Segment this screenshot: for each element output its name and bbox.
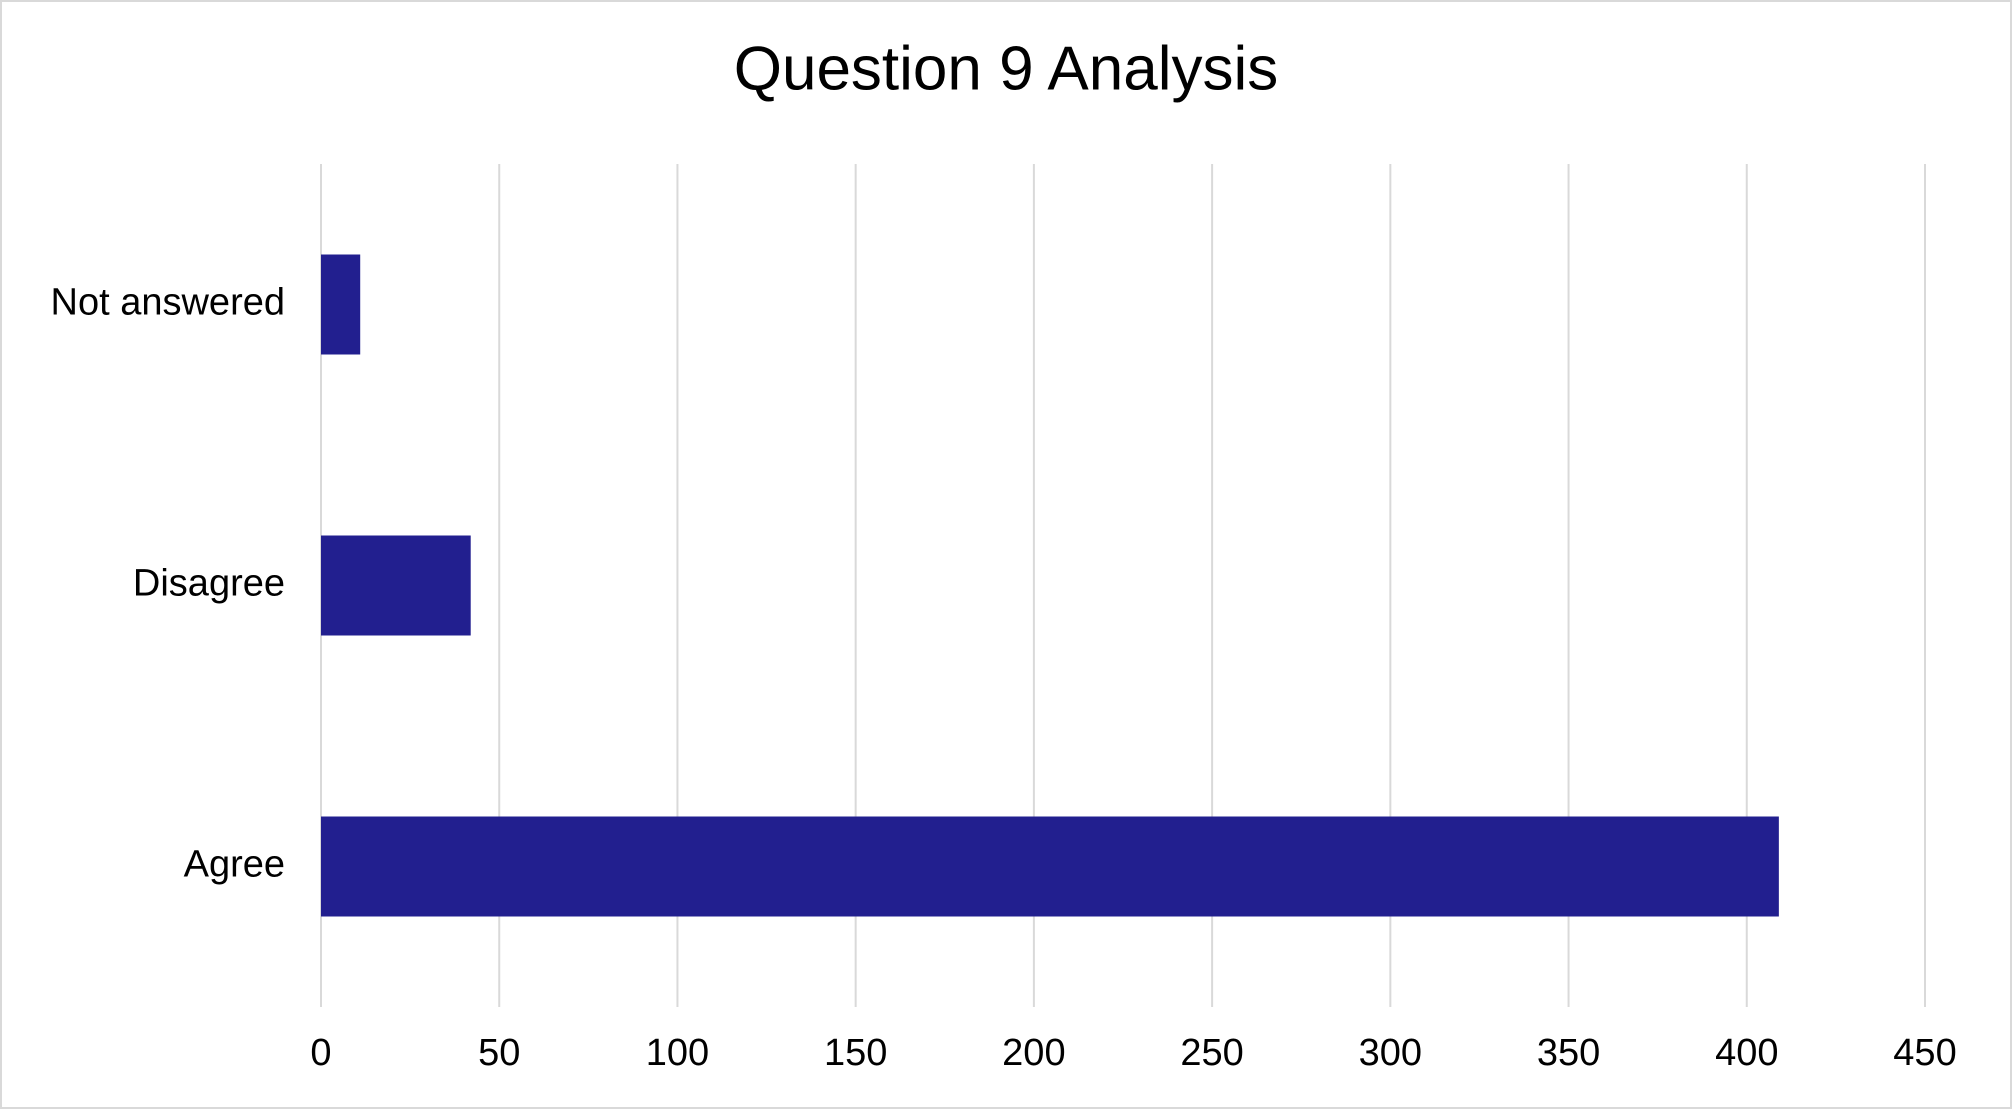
- y-tick-label: Disagree: [133, 563, 285, 605]
- bar: [321, 254, 361, 355]
- chart-title: Question 9 Analysis: [734, 34, 1279, 103]
- x-tick-label: 200: [1002, 1032, 1065, 1074]
- y-tick-label: Agree: [184, 844, 285, 886]
- y-tick-label: Not answered: [51, 282, 285, 324]
- x-tick-label: 250: [1180, 1032, 1243, 1074]
- x-tick-label: 150: [824, 1032, 887, 1074]
- x-tick-label: 300: [1359, 1032, 1422, 1074]
- bar: [321, 535, 471, 636]
- x-tick-label: 0: [310, 1032, 331, 1074]
- x-tick-label: 350: [1537, 1032, 1600, 1074]
- x-tick-label: 50: [478, 1032, 520, 1074]
- bar: [321, 816, 1779, 917]
- x-tick-label: 450: [1893, 1032, 1956, 1074]
- x-tick-label: 400: [1715, 1032, 1778, 1074]
- x-tick-label: 100: [646, 1032, 709, 1074]
